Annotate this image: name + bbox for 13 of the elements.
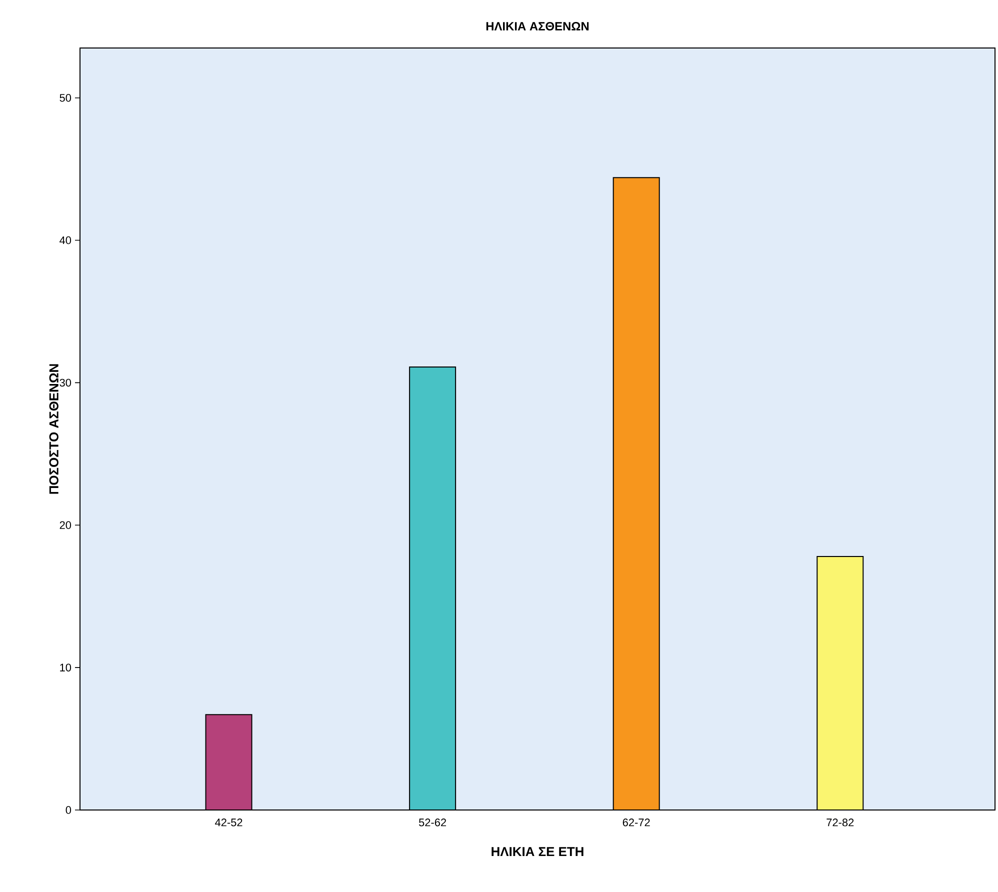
y-tick-label: 50 [60,94,72,102]
x-tick-label: 52-62 [418,818,446,826]
y-tick-label: 30 [60,378,72,387]
y-tick-label: 40 [60,236,72,244]
y-tick-label: 0 [66,806,72,814]
y-tick-label: 10 [60,664,72,672]
x-axis-title: ΗΛΙΚΙΑ ΣΕ ΕΤΗ [492,847,584,856]
x-tick-label: 62-72 [622,818,650,826]
y-tick-label: 20 [60,521,72,530]
y-axis-title: ΠΟΣΟΣΤΟ ΑΣΘΕΝΩΝ [49,364,58,494]
x-tick-label: 42-52 [215,818,242,826]
chart-title: ΗΛΙΚΙΑ ΑΣΘΕΝΩΝ [486,22,589,30]
x-tick-label: 72-82 [826,818,854,826]
